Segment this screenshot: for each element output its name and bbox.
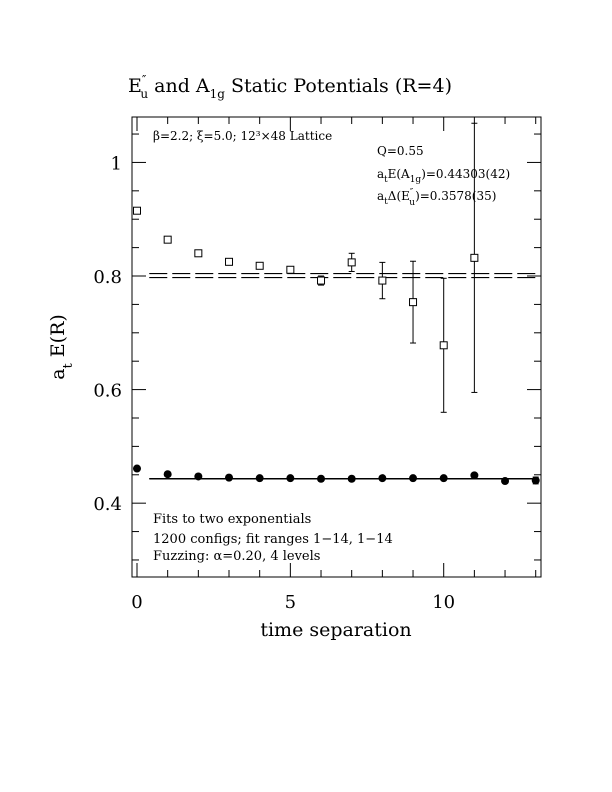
data-point-circle — [194, 472, 203, 481]
note-fuzzing: Fuzzing: α=0.20, 4 levels — [153, 549, 320, 564]
data-point-circle — [255, 474, 264, 483]
data-point-square — [286, 265, 295, 274]
data-point-square — [439, 341, 448, 350]
y-tick-label: 0.8 — [93, 267, 122, 288]
data-point-square — [378, 276, 387, 285]
data-point-square — [470, 253, 479, 262]
data-point-square — [409, 298, 418, 307]
fit-gap-eu: atΔ(E″ u)=0.3578(35) — [377, 188, 496, 208]
lattice-info: β=2.2; ξ=5.0; 12³×48 Lattice — [153, 129, 332, 143]
x-tick-label: 0 — [131, 592, 142, 613]
x-tick-label: 5 — [285, 592, 296, 613]
y-axis-label: at E(R) — [47, 314, 76, 380]
y-tick-label: 0.6 — [93, 381, 122, 402]
plot-frame — [131, 116, 542, 578]
data-point-square — [255, 261, 264, 270]
data-point-circle — [531, 476, 540, 485]
data-point-circle — [347, 474, 356, 483]
x-axis-label: time separation — [260, 619, 411, 641]
axis-tick-labels: 0 5 10 0.4 0.6 0.8 1 — [93, 153, 455, 613]
chart-title: E″ u and A1g Static Potentials (R=4) — [128, 73, 452, 101]
data-point-square — [133, 206, 141, 215]
data-point-circle — [133, 464, 141, 473]
data-point-circle — [286, 474, 295, 483]
data-point-circle — [317, 474, 326, 483]
data-point-circle — [163, 470, 172, 479]
data-points — [133, 122, 540, 486]
data-point-square — [194, 249, 203, 258]
data-point-square — [225, 257, 234, 266]
fit-quality: Q=0.55 — [377, 144, 424, 158]
fit-energy-a1g: autE(A1g)=0.44303(42) — [377, 167, 510, 185]
data-point-square — [317, 276, 326, 285]
y-tick-label: 1 — [111, 153, 122, 174]
data-point-circle — [225, 473, 234, 482]
data-point-circle — [409, 474, 418, 483]
data-point-square — [163, 235, 172, 244]
data-point-square — [347, 258, 356, 267]
data-point-circle — [439, 474, 448, 483]
data-point-circle — [470, 471, 479, 480]
fit-lines — [149, 273, 536, 480]
y-tick-label: 0.4 — [93, 494, 122, 515]
data-point-circle — [378, 474, 387, 483]
data-point-circle — [501, 477, 510, 486]
axis-ticks — [132, 117, 541, 577]
note-fits: Fits to two exponentials — [153, 512, 311, 527]
note-configs: 1200 configs; fit ranges 1−14, 1−14 — [153, 532, 393, 547]
x-tick-label: 10 — [432, 592, 455, 613]
